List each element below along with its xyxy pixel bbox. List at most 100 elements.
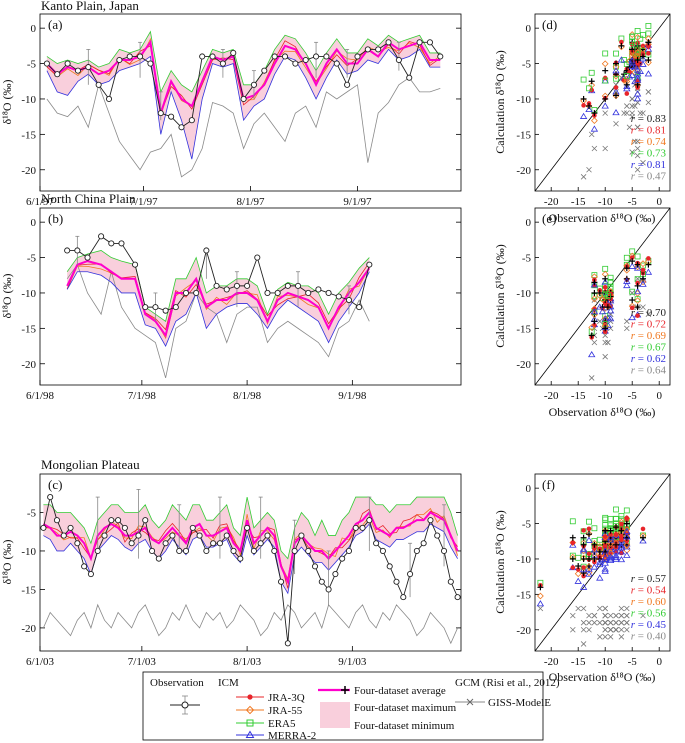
scatter-average-marker [623,520,630,527]
scatter-average-marker [591,279,598,286]
scatter-merra2-marker [639,537,647,544]
scatter-jra55-marker [588,81,596,89]
scatter-xtick-label: -20 [544,390,559,402]
scatter-average-marker [588,78,595,85]
observation-point [152,304,159,311]
ts-xtick-label: 8/1/97 [236,196,265,208]
scatter-r-value: r = 0.64 [631,365,667,377]
scatter-jra55-marker [639,260,647,268]
scatter-jra3q-marker [608,532,613,537]
scatter-average-marker [602,275,609,282]
observation-point [162,307,169,314]
scatter-gcm-stroke [624,605,630,612]
observation-point [233,282,240,289]
observation-point [325,586,332,593]
scatter-average-marker [575,563,582,570]
observation-point [137,53,144,60]
ts-title-a: Kanto Plain, Japan [41,0,139,13]
scatter-gcm-marker [613,626,619,633]
scatter-gcm-marker [640,304,646,310]
scatter-gcm-stroke [597,634,603,640]
scatter-era5-marker [613,516,619,522]
scatter-gcm-stroke [645,311,652,317]
scatter-xtick-label: 0 [656,196,662,208]
observation-point [244,282,251,289]
scatter-merra2-marker [596,558,604,565]
scatter-average-marker [602,95,609,102]
legend-gcm-label: GISS-ModelE [488,697,551,709]
ts-ytick-label: -15 [21,584,36,596]
scatter-average-marker [640,534,646,541]
scatter-gcm-stroke [634,124,641,131]
scatter-jra3q-marker [597,546,603,551]
scatter-gcm-marker [634,152,641,159]
scatter-merra2-marker [644,70,653,77]
scatter-gcm-stroke [607,626,614,633]
scatter-jra3q-marker [581,528,586,533]
scatter-gcm-marker [629,103,635,109]
scatter-jra3q-marker [646,256,651,261]
scatter-merra2-marker [623,281,631,289]
era5-series-line [43,496,458,560]
ts-xtick-label: 7/1/98 [128,390,157,402]
scatter-merra2-marker [633,70,642,77]
observation-point [261,67,268,74]
scatter-gcm-stroke [605,339,611,346]
observation-point [85,64,92,71]
scatter-xtick-label: 0 [656,656,662,668]
scatter-xtick-label: -20 [544,656,559,668]
scatter-merra2-marker [590,281,599,288]
scatter-xtick-label: -20 [544,196,559,208]
observation-point [230,49,237,56]
scatter-merra2-marker [628,262,636,269]
legend-band-symbol [320,702,350,728]
observation-point [196,532,203,539]
scatter-average-marker [607,527,614,534]
scatter-gcm-marker [624,612,630,619]
observation-point [356,304,363,311]
scatter-gcm-stroke [602,612,608,619]
scatter-frame-f [534,473,671,652]
observation-point [176,547,183,555]
legend-average-symbol [318,686,350,694]
scatter-gcm-marker [591,612,598,619]
legend-gcm-symbol [455,698,485,706]
scatter-era5-marker [591,525,598,532]
scatter-merra2-marker [601,567,609,574]
scatter-gcm-marker [618,634,625,640]
scatter-average-marker [613,92,619,99]
scatter-average-marker [613,524,619,531]
scatter-gcm-marker [607,325,614,332]
scatter-era5-marker [623,507,630,514]
observation-point [162,540,169,547]
scatter-era5-marker [634,253,641,260]
scatter-gcm-marker [597,318,603,325]
scatter-r-value: r = 0.67 [631,342,667,354]
scatter-average-marker [645,39,652,46]
scatter-average-marker [618,42,625,49]
scatter-merra2-marker [617,56,626,63]
scatter-average-marker [586,103,592,110]
scatter-gcm-marker [602,634,608,640]
scatter-gcm-marker [586,612,592,619]
observation-point [406,74,413,81]
scatter-jra3q-marker [602,534,608,539]
ts-xtick-label: 9/1/03 [338,656,367,668]
observation-point [454,594,461,601]
scatter-merra2-marker [606,534,615,541]
observation-point [393,578,400,585]
scatter-gcm-stroke [586,612,592,619]
scatter-ytick-label: 0 [526,217,532,229]
ts-ylabel-a: δ¹⁸O (‰) [0,79,14,124]
legend-era5-label: ERA5 [268,718,296,730]
scatter-jra3q-marker [629,255,635,260]
scatter-r-value: r = 0.56 [631,608,667,620]
scatter-jra55-marker [634,34,641,41]
scatter-gcm-stroke [580,626,587,633]
scatter-merra2-marker [606,556,615,564]
scatter-xtick-label: 0 [656,390,662,402]
scatter-gcm-stroke [629,96,635,102]
scatter-average-marker [569,555,576,562]
observation-point [332,570,339,578]
scatter-axes-d: -20 -15 -10 -5 0 0 -5 -10 -15 -20 [516,23,662,208]
